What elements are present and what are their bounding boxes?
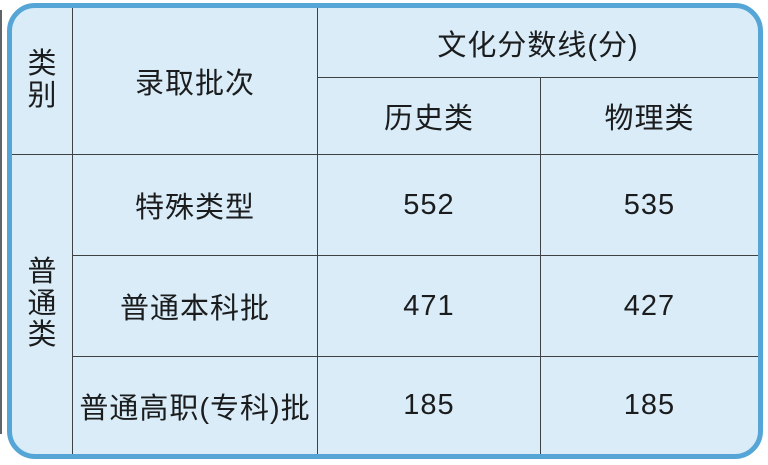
page-edge-line — [0, 10, 2, 434]
batch-label: 普通本科批 — [119, 293, 270, 325]
header-category-cell: 类别 — [12, 8, 73, 155]
score-cell-physics: 185 — [623, 389, 676, 421]
score-cell-history: 185 — [318, 357, 541, 454]
table-row: 普通类 特殊类型 552 535 — [12, 155, 758, 454]
score-cell-history: 552 — [318, 155, 541, 256]
header-history-cell: 历史类 — [318, 78, 541, 155]
batch-label: 普通高职(专科)批 — [79, 392, 311, 425]
score-table-panel: 类别 录取批次 文化分数线(分) 历史类 物理类 普通类 特殊类型 5 — [7, 3, 763, 459]
category-group-cell: 普通类 — [12, 155, 73, 454]
header-physics-cell: 物理类 — [541, 78, 758, 155]
score-cell-physics: 427 — [541, 256, 758, 357]
header-row-group: 类别 录取批次 文化分数线(分) — [12, 8, 758, 155]
category-group-label: 普通类 — [27, 255, 58, 352]
header-batch-cell: 录取批次 — [73, 8, 318, 155]
header-row-subjects: 历史类 物理类 — [12, 78, 758, 155]
batch-cell: 特殊类型 — [73, 155, 318, 256]
batch-label: 特殊类型 — [134, 192, 255, 224]
score-table: 类别 录取批次 文化分数线(分) 历史类 物理类 普通类 特殊类型 5 — [12, 8, 758, 454]
header-score-group-label: 文化分数线(分) — [437, 29, 639, 62]
header-score-group-cell: 文化分数线(分) — [318, 8, 758, 78]
header-batch-label: 录取批次 — [134, 68, 255, 100]
batch-cell: 普通高职(专科)批 — [73, 357, 318, 454]
score-cell-history: 471 — [318, 256, 541, 357]
score-cell-physics: 535 — [541, 155, 758, 256]
header-history-label: 历史类 — [383, 103, 474, 135]
table-row: 普通高职(专科)批 185 185 — [12, 357, 758, 454]
header-category-label: 类别 — [27, 48, 58, 112]
batch-cell: 普通本科批 — [73, 256, 318, 357]
header-physics-label: 物理类 — [604, 103, 695, 135]
table-row: 普通本科批 471 427 — [12, 256, 758, 357]
